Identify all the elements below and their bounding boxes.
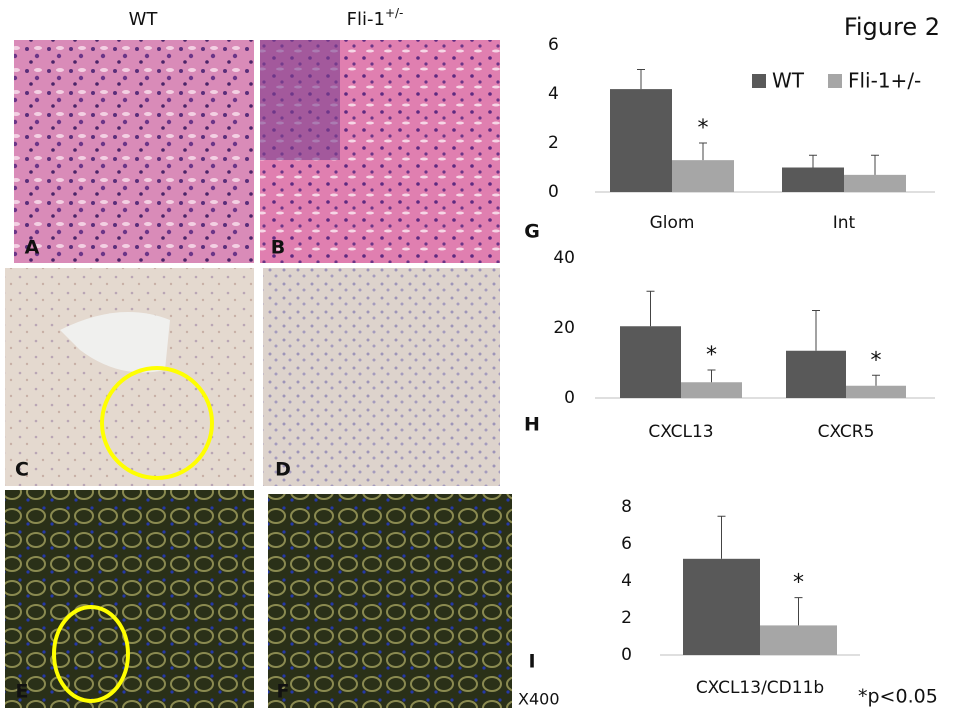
y-tick-label: 20 — [553, 318, 575, 338]
significance-marker: * — [698, 116, 709, 141]
significance-marker: * — [706, 343, 717, 368]
panel-label: F — [277, 681, 290, 703]
y-tick-label: 0 — [564, 388, 575, 408]
error-bar — [872, 374, 880, 386]
panel-label: E — [16, 681, 29, 703]
column-label-text: Fli-1 — [347, 9, 385, 30]
y-tick-label: 2 — [548, 133, 559, 153]
legend-label: WT — [772, 69, 805, 93]
legend-swatch — [828, 74, 842, 88]
micrograph-f — [268, 494, 512, 708]
y-tick-label: 0 — [621, 645, 632, 665]
micrograph-a — [14, 40, 254, 263]
x-tick-label: CXCR5 — [818, 422, 875, 442]
highlight-circle — [100, 366, 214, 480]
error-bar — [699, 142, 707, 161]
panel-label: G — [524, 221, 540, 243]
x-tick-label: CXCL13 — [648, 422, 713, 442]
x-tick-label: Int — [833, 213, 856, 233]
y-tick-label: 0 — [548, 182, 559, 202]
y-tick-label: 40 — [553, 248, 575, 268]
error-bar — [812, 310, 820, 351]
x-tick-label: Glom — [650, 213, 695, 233]
panel-label: H — [524, 414, 540, 436]
y-tick-label: 8 — [621, 497, 632, 517]
lumen — [60, 312, 170, 373]
y-tick-label: 4 — [548, 84, 559, 104]
error-bar — [794, 597, 803, 626]
error-bar — [809, 154, 817, 168]
bar — [760, 625, 837, 655]
significance-marker: * — [871, 348, 882, 373]
bar — [782, 167, 844, 192]
micrograph-d — [263, 268, 500, 486]
bar — [844, 174, 906, 192]
panel-label: I — [528, 651, 535, 673]
x-tick-label: CXCL13/CD11b — [696, 678, 824, 698]
bar — [672, 160, 734, 192]
panel-label: C — [15, 459, 29, 481]
legend-label: Fli-1+/- — [848, 69, 921, 93]
panel-label: A — [25, 237, 40, 259]
y-tick-label: 6 — [548, 35, 559, 55]
error-bar — [637, 69, 645, 90]
legend-swatch — [752, 74, 766, 88]
micrograph-e — [5, 490, 254, 708]
significance-marker: * — [793, 571, 804, 596]
footnote: *p<0.05 — [858, 686, 938, 708]
figure-title: Figure 2 — [844, 13, 940, 41]
error-bar — [871, 154, 879, 175]
y-tick-label: 6 — [621, 534, 632, 554]
bar — [620, 326, 681, 398]
micrographs — [5, 40, 512, 708]
panel-label: B — [271, 237, 285, 259]
column-label: Fli-1+/- — [347, 6, 404, 31]
bar — [681, 382, 742, 398]
panel-label: D — [275, 459, 291, 481]
error-bar — [707, 369, 716, 383]
column-label-superscript: +/- — [385, 6, 403, 20]
bar — [683, 558, 760, 655]
bar — [786, 350, 846, 398]
error-bar — [646, 290, 655, 327]
y-tick-label: 4 — [621, 571, 632, 591]
bar — [846, 385, 906, 398]
y-tick-label: 2 — [621, 608, 632, 628]
error-bar — [717, 515, 726, 559]
magnification: X400 — [518, 690, 560, 709]
highlight-circle — [52, 605, 130, 703]
bar — [610, 89, 672, 192]
column-label: WT — [129, 9, 159, 30]
infiltrate — [260, 40, 340, 160]
